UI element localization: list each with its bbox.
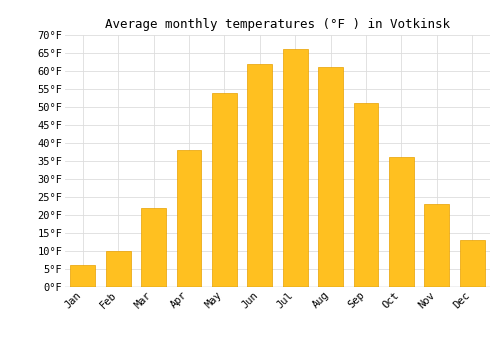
Bar — [176, 150, 202, 287]
Bar — [106, 251, 130, 287]
Bar — [354, 103, 378, 287]
Bar — [283, 49, 308, 287]
Bar — [424, 204, 450, 287]
Bar — [248, 64, 272, 287]
Bar — [318, 68, 343, 287]
Title: Average monthly temperatures (°F ) in Votkinsk: Average monthly temperatures (°F ) in Vo… — [105, 18, 450, 31]
Bar — [389, 158, 414, 287]
Bar — [141, 208, 166, 287]
Bar — [212, 93, 237, 287]
Bar — [460, 240, 484, 287]
Bar — [70, 265, 95, 287]
